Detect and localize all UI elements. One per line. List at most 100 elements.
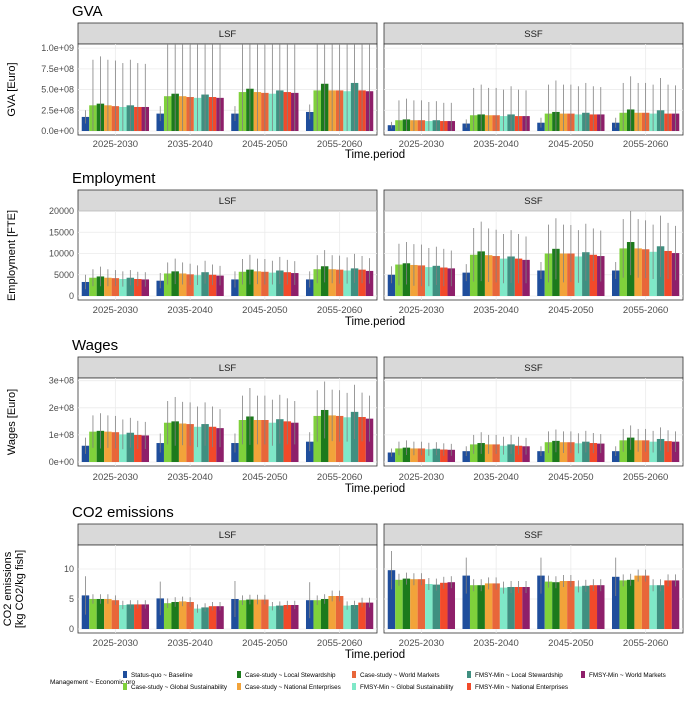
legend-swatch xyxy=(123,671,127,678)
bar xyxy=(163,273,172,296)
x-tick-label: 2035-2040 xyxy=(167,139,212,150)
x-tick-label: 2025-2030 xyxy=(399,472,444,483)
bar xyxy=(313,600,321,629)
bar xyxy=(387,452,396,462)
bar xyxy=(589,585,598,629)
bar xyxy=(552,582,560,629)
y-tick-label: 0.0e+00 xyxy=(41,126,74,136)
facet-strip-label: LSF xyxy=(219,530,237,541)
y-tick-label: 2.5e+08 xyxy=(41,105,74,115)
bar xyxy=(178,601,187,629)
bar xyxy=(462,451,470,462)
bar xyxy=(440,449,448,462)
x-tick-label: 2035-2040 xyxy=(473,472,518,483)
bar xyxy=(664,580,672,629)
bar xyxy=(387,274,396,296)
legend-label: FMSY-Min ~ World Markets xyxy=(589,672,666,679)
bar xyxy=(350,605,359,629)
legend-swatch xyxy=(467,683,471,690)
x-tick-label: 2055-2060 xyxy=(317,472,362,483)
bar xyxy=(231,113,239,131)
panel-title-1: Employment xyxy=(72,170,156,187)
bar xyxy=(641,575,650,629)
legend-label: FMSY-Min ~ Global Sustainability xyxy=(360,684,454,691)
bar xyxy=(537,451,545,462)
facet-strip-label: LSF xyxy=(219,29,237,40)
bar xyxy=(440,582,448,629)
bar xyxy=(626,579,635,629)
y-tick-label: 3e+08 xyxy=(49,376,74,386)
x-tick-label: 2055-2060 xyxy=(317,638,362,649)
bar xyxy=(462,575,470,629)
legend-swatch xyxy=(467,671,471,678)
bar xyxy=(253,599,262,629)
x-tick-label: 2055-2060 xyxy=(623,139,668,150)
bar xyxy=(261,599,269,629)
legend-swatch xyxy=(352,671,356,678)
bar xyxy=(484,583,493,629)
bar xyxy=(81,116,90,131)
bar xyxy=(96,599,105,629)
bar xyxy=(186,602,194,629)
legend-swatch xyxy=(352,683,356,690)
bar xyxy=(111,278,120,296)
y-tick-label: 7.5e+08 xyxy=(41,64,74,74)
bar xyxy=(119,279,127,296)
x-tick-label: 2035-2040 xyxy=(473,139,518,150)
bar xyxy=(574,586,583,629)
bar xyxy=(178,273,187,296)
bar xyxy=(499,587,508,629)
bar xyxy=(597,585,605,629)
x-tick-label: 2025-2030 xyxy=(399,638,444,649)
bar xyxy=(246,599,254,629)
bar xyxy=(477,585,485,629)
bar xyxy=(611,451,620,462)
y-axis-title: Employment [FTE] xyxy=(6,210,18,301)
bar xyxy=(343,605,351,629)
bar xyxy=(208,274,217,296)
x-tick-label: 2045-2050 xyxy=(242,139,287,150)
bar xyxy=(365,602,374,629)
bar xyxy=(417,579,426,629)
legend-label: Status-quo ~ Baseline xyxy=(131,672,193,679)
x-tick-label: 2055-2060 xyxy=(623,472,668,483)
bar xyxy=(447,582,456,629)
y-tick-label: 0e+00 xyxy=(49,457,74,467)
bar xyxy=(186,274,194,296)
y-tick-label: 20000 xyxy=(49,206,74,216)
bar xyxy=(328,596,336,629)
panel-title-3: CO2 emissions xyxy=(72,504,174,521)
bar xyxy=(514,587,523,629)
legend-label: Case-study ~ Local Stewardship xyxy=(245,672,336,679)
y-tick-label: 15000 xyxy=(49,227,74,237)
y-tick-label: 5 xyxy=(69,594,74,604)
y-tick-label: 2e+08 xyxy=(49,403,74,413)
x-tick-label: 2045-2050 xyxy=(242,638,287,649)
x-axis-title: Time.period xyxy=(345,649,405,661)
bar xyxy=(104,599,112,629)
bar xyxy=(126,604,135,629)
y-tick-label: 5000 xyxy=(54,270,74,280)
legend-label: FMSY-Min ~ National Enterprises xyxy=(475,684,568,691)
bar xyxy=(469,585,478,629)
bar xyxy=(649,585,657,629)
x-axis-title: Time.period xyxy=(345,483,405,495)
bar xyxy=(537,575,545,629)
facet-strip-label: LSF xyxy=(219,196,237,207)
x-tick-label: 2035-2040 xyxy=(167,305,212,316)
legend-label: Case-study ~ National Enterprises xyxy=(245,684,341,691)
bar xyxy=(141,279,150,296)
bar xyxy=(611,270,620,296)
bar xyxy=(305,441,314,462)
bar xyxy=(432,448,441,462)
bar xyxy=(111,600,120,629)
bar xyxy=(425,584,433,629)
x-tick-label: 2025-2030 xyxy=(93,139,138,150)
bar xyxy=(410,579,418,629)
y-tick-label: 10 xyxy=(64,564,74,574)
bar xyxy=(238,600,247,629)
legend-title: Management ~ Economic pro xyxy=(50,679,135,686)
x-tick-label: 2045-2050 xyxy=(548,139,593,150)
